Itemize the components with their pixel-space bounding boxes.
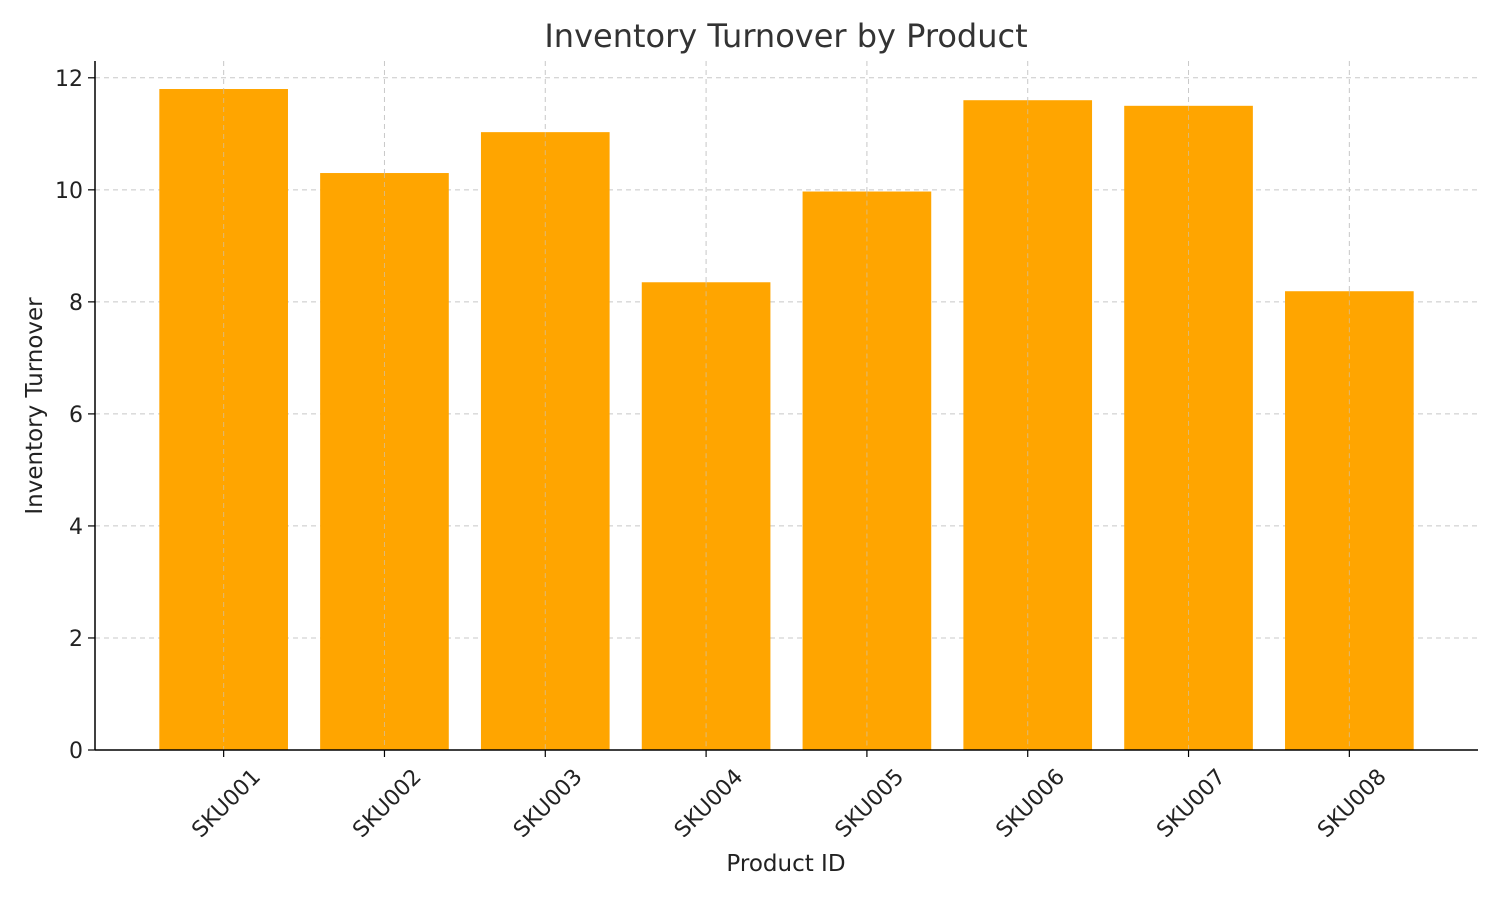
x-tick-label: SKU001	[187, 765, 265, 843]
y-tick-label: 0	[69, 739, 83, 764]
x-tick-label: SKU002	[348, 765, 426, 843]
x-tick-label: SKU007	[1152, 765, 1230, 843]
x-tick-label: SKU004	[670, 765, 748, 843]
x-tick-label: SKU005	[831, 765, 909, 843]
y-tick-label: 10	[55, 179, 83, 204]
grid-layer	[95, 61, 1478, 750]
bars-layer	[159, 89, 1414, 751]
y-tick-label: 8	[69, 291, 83, 316]
chart-title: Inventory Turnover by Product	[544, 17, 1027, 55]
x-tick-label: SKU003	[509, 765, 587, 843]
y-axis-label: Inventory Turnover	[22, 297, 48, 515]
x-tick-label: SKU008	[1313, 765, 1391, 843]
axes-layer	[94, 61, 1478, 751]
y-tick-label: 12	[55, 67, 83, 92]
y-tick-label: 2	[69, 627, 83, 652]
bar-sku007	[1124, 105, 1253, 751]
y-tick-label: 4	[69, 515, 83, 540]
x-axis-label: Product ID	[726, 851, 845, 877]
x-tick-label: SKU006	[992, 765, 1070, 843]
y-tick-label: 6	[69, 403, 83, 428]
